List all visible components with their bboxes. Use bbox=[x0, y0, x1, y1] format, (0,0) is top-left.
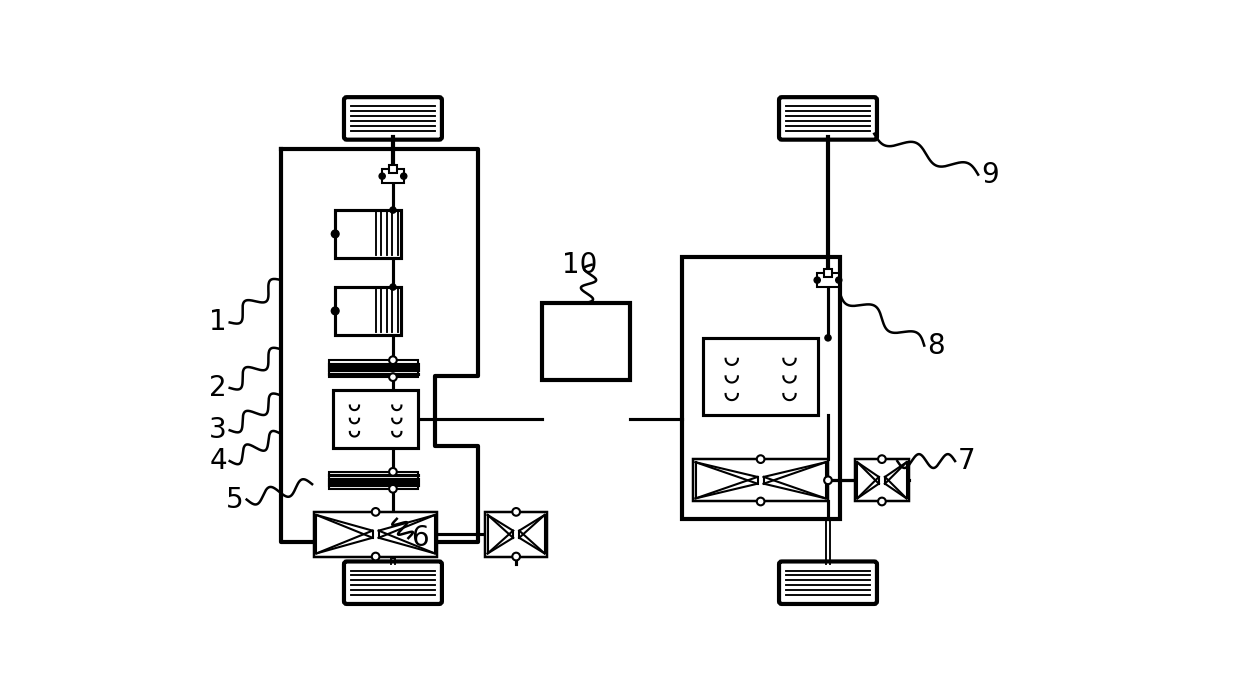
Circle shape bbox=[401, 173, 407, 179]
Bar bbox=[854, 459, 909, 501]
Text: 8: 8 bbox=[928, 332, 945, 359]
Circle shape bbox=[389, 468, 397, 476]
FancyBboxPatch shape bbox=[343, 561, 441, 604]
Bar bbox=[682, 257, 839, 519]
Text: 5: 5 bbox=[226, 486, 244, 514]
Circle shape bbox=[389, 357, 397, 364]
Text: 1: 1 bbox=[210, 309, 227, 336]
Circle shape bbox=[389, 373, 397, 381]
Bar bbox=[314, 512, 438, 556]
Circle shape bbox=[331, 230, 339, 238]
Circle shape bbox=[825, 335, 831, 341]
Bar bbox=[335, 210, 401, 258]
Circle shape bbox=[878, 498, 885, 505]
Text: 4: 4 bbox=[210, 447, 227, 475]
FancyBboxPatch shape bbox=[779, 561, 877, 604]
Bar bbox=[823, 269, 832, 277]
Circle shape bbox=[836, 277, 842, 283]
Bar bbox=[382, 169, 404, 183]
Circle shape bbox=[512, 553, 520, 560]
FancyBboxPatch shape bbox=[343, 97, 441, 140]
Text: 3: 3 bbox=[210, 416, 227, 444]
Text: 7: 7 bbox=[957, 447, 976, 475]
Circle shape bbox=[331, 307, 339, 315]
Circle shape bbox=[372, 553, 379, 560]
Bar bbox=[335, 287, 401, 335]
Bar bbox=[693, 459, 828, 501]
Bar bbox=[485, 512, 547, 556]
Bar bbox=[334, 390, 418, 447]
Circle shape bbox=[372, 508, 379, 516]
Circle shape bbox=[756, 455, 765, 463]
Text: 2: 2 bbox=[210, 374, 227, 402]
Circle shape bbox=[389, 207, 396, 213]
FancyBboxPatch shape bbox=[779, 97, 877, 140]
Circle shape bbox=[815, 277, 821, 283]
Bar bbox=[329, 472, 418, 489]
Bar bbox=[388, 165, 397, 173]
Text: 6: 6 bbox=[412, 524, 429, 552]
Text: 9: 9 bbox=[981, 161, 998, 188]
Circle shape bbox=[379, 173, 386, 179]
Bar bbox=[817, 273, 838, 287]
Circle shape bbox=[878, 455, 885, 463]
Text: 10: 10 bbox=[563, 251, 598, 279]
Bar bbox=[703, 338, 818, 415]
Circle shape bbox=[756, 498, 765, 505]
Circle shape bbox=[389, 284, 396, 290]
Circle shape bbox=[389, 485, 397, 493]
Bar bbox=[542, 303, 630, 380]
Circle shape bbox=[825, 477, 832, 484]
Circle shape bbox=[512, 508, 520, 516]
Bar bbox=[329, 360, 418, 377]
